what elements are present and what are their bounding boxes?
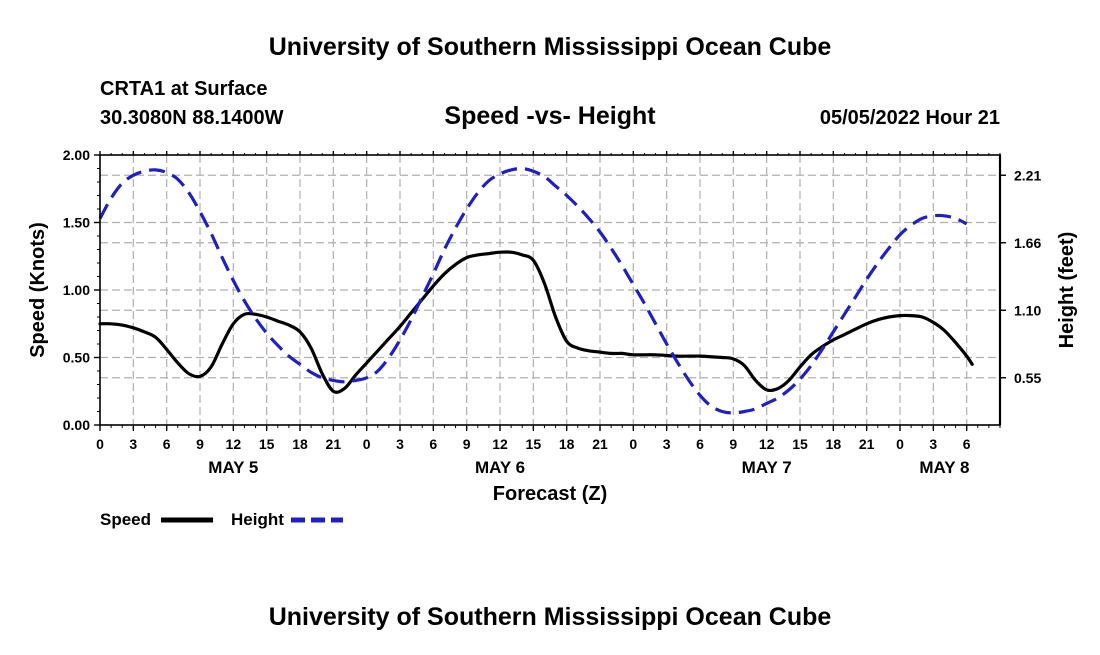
station-label: CRTA1 at Surface	[100, 78, 267, 100]
x-axis-label: Forecast (Z)	[493, 483, 607, 505]
y-left-tick-label: 1.00	[63, 282, 90, 298]
x-tick-label: 21	[859, 436, 875, 452]
y-right-tick-label: 2.21	[1014, 167, 1041, 183]
axis-ticks	[94, 151, 1006, 431]
y-axis-right-label: Height (feet)	[1056, 232, 1078, 349]
x-tick-label: 6	[429, 436, 437, 452]
y-axis-left-label: Speed (Knots)	[27, 222, 49, 358]
chart-title: Speed -vs- Height	[444, 102, 656, 130]
day-label: MAY 6	[475, 458, 525, 477]
series-line-height	[98, 166, 968, 415]
series-lines	[98, 166, 974, 415]
plot-area	[94, 151, 1006, 431]
x-tick-label: 0	[96, 436, 104, 452]
x-tick-label: 12	[492, 436, 508, 452]
x-tick-label: 9	[463, 436, 471, 452]
day-label: MAY 5	[208, 458, 258, 477]
x-tick-label: 6	[163, 436, 171, 452]
station-coords: 30.3080N 88.1400W	[100, 107, 284, 129]
y-right-tick-label: 0.55	[1014, 370, 1041, 386]
page-title-bottom: University of Southern Mississippi Ocean…	[269, 603, 832, 631]
x-tick-label: 18	[559, 436, 575, 452]
y-left-tick-label: 0.50	[63, 350, 90, 366]
y-left-tick-label: 0.00	[63, 417, 90, 433]
x-tick-label: 6	[696, 436, 704, 452]
x-tick-label: 12	[226, 436, 242, 452]
x-tick-label: 0	[629, 436, 637, 452]
legend-label-height: Height	[231, 510, 284, 529]
y-right-tick-label: 1.10	[1014, 302, 1041, 318]
day-label: MAY 8	[919, 458, 969, 477]
x-tick-label: 21	[592, 436, 608, 452]
x-tick-label: 18	[826, 436, 842, 452]
y-left-tick-label: 2.00	[63, 147, 90, 163]
day-label: MAY 7	[742, 458, 792, 477]
x-tick-label: 15	[792, 436, 808, 452]
legend-label-speed: Speed	[100, 510, 151, 529]
legend: Speed Height	[100, 510, 343, 529]
x-tick-label: 3	[929, 436, 937, 452]
x-tick-label: 3	[396, 436, 404, 452]
x-tick-label: 15	[259, 436, 275, 452]
x-tick-label: 12	[759, 436, 775, 452]
x-tick-label: 15	[526, 436, 542, 452]
x-tick-label: 0	[363, 436, 371, 452]
x-tick-label: 9	[196, 436, 204, 452]
x-tick-label: 18	[292, 436, 308, 452]
x-tick-label: 9	[729, 436, 737, 452]
y-left-tick-label: 1.50	[63, 215, 90, 231]
grid	[100, 155, 1000, 425]
x-tick-label: 6	[963, 436, 971, 452]
page-title-top: University of Southern Mississippi Ocean…	[269, 33, 832, 61]
x-tick-label: 3	[663, 436, 671, 452]
x-tick-label: 3	[129, 436, 137, 452]
y-right-tick-label: 1.66	[1014, 235, 1041, 251]
series-line-speed	[98, 250, 974, 394]
x-tick-label: 0	[896, 436, 904, 452]
x-tick-label: 21	[326, 436, 342, 452]
forecast-datetime: 05/05/2022 Hour 21	[820, 107, 1000, 129]
